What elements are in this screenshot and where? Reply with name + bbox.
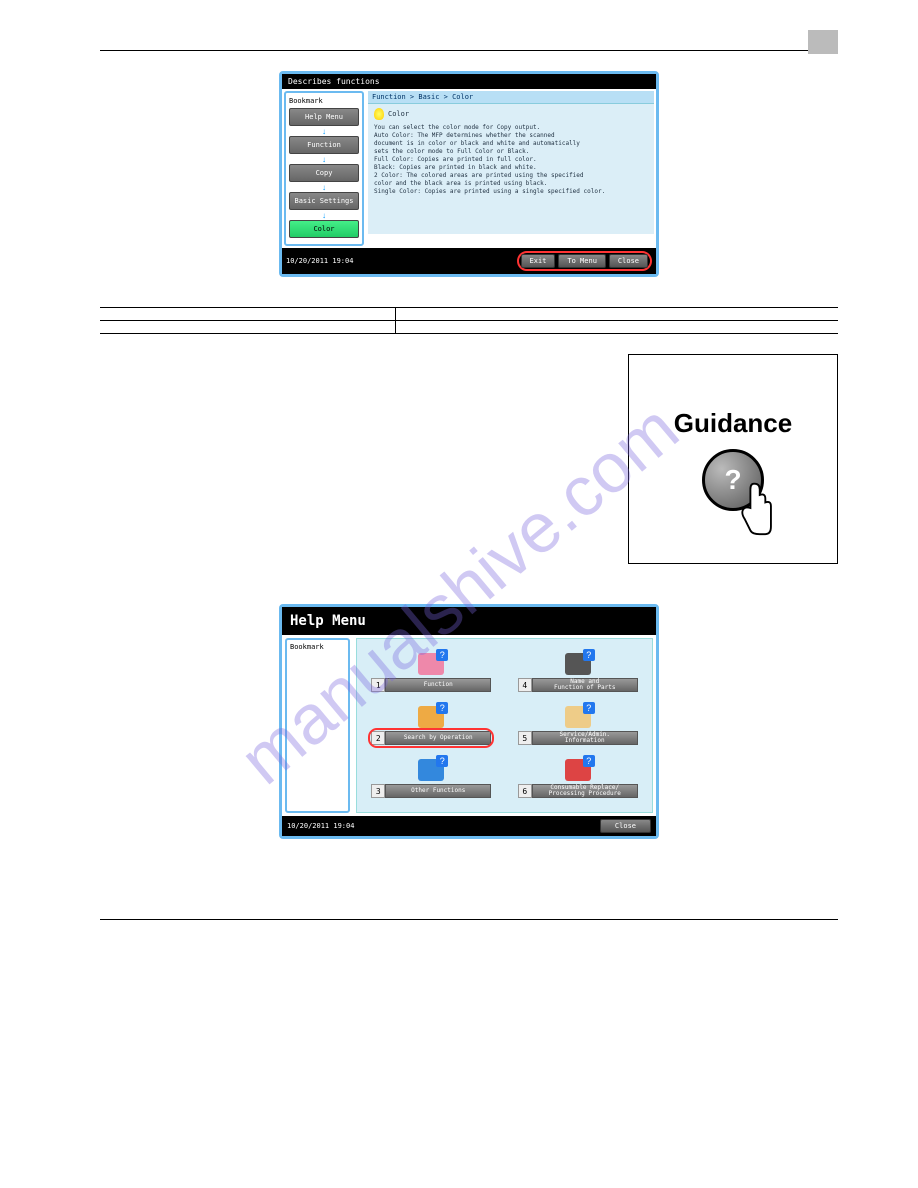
function-icon: ? (418, 653, 444, 675)
nav-help-menu[interactable]: Help Menu (289, 108, 359, 126)
table-row (100, 308, 838, 321)
menu-item-function[interactable]: ? 1Function (363, 653, 500, 692)
nav-function[interactable]: Function (289, 136, 359, 154)
table-row (100, 321, 838, 334)
help-body-text: You can select the color mode for Copy o… (374, 124, 648, 196)
search-operation-icon: ? (418, 706, 444, 728)
arrow-down-icon: ↓ (289, 212, 359, 220)
guidance-label: Guidance (674, 408, 792, 439)
footer-rule (100, 919, 838, 920)
bookmark-label: Bookmark (289, 97, 359, 105)
help-menu-screenshot: Help Menu Bookmark ? 1Function ? 4Name a… (279, 604, 659, 839)
consumable-icon: ? (565, 759, 591, 781)
bookmark-sidebar: Bookmark (285, 638, 350, 813)
menu-item-service-admin[interactable]: ? 5Service/Admin. Information (510, 706, 647, 745)
other-functions-icon: ? (418, 759, 444, 781)
help-content: Color You can select the color mode for … (368, 104, 654, 234)
timestamp: 10/20/2011 19:04 (286, 257, 353, 265)
bookmark-sidebar: Bookmark Help Menu ↓ Function ↓ Copy ↓ B… (284, 91, 364, 246)
to-menu-button[interactable]: To Menu (558, 254, 606, 268)
arrow-down-icon: ↓ (289, 156, 359, 164)
menu-item-search-by-operation[interactable]: ? 2Search by Operation (363, 706, 500, 745)
bulb-icon (374, 108, 384, 120)
footer-button-group: Exit To Menu Close (517, 251, 652, 271)
help-menu-title: Help Menu (282, 607, 656, 635)
parts-icon: ? (565, 653, 591, 675)
help-menu-grid: ? 1Function ? 4Name and Function of Part… (356, 638, 653, 813)
menu-item-other-functions[interactable]: ? 3Other Functions (363, 759, 500, 798)
close-button[interactable]: Close (609, 254, 648, 268)
guidance-button-icon: ? (702, 449, 764, 511)
menu-item-consumable[interactable]: ? 6Consumable Replace/ Processing Proced… (510, 759, 647, 798)
menu-item-parts[interactable]: ? 4Name and Function of Parts (510, 653, 647, 692)
service-admin-icon: ? (565, 706, 591, 728)
header-rule (100, 50, 838, 51)
guidance-illustration: Guidance ? (628, 354, 838, 564)
close-button[interactable]: Close (600, 819, 651, 833)
nav-color[interactable]: Color (289, 220, 359, 238)
arrow-down-icon: ↓ (289, 128, 359, 136)
finger-icon (737, 480, 775, 536)
help-heading: Color (388, 110, 409, 118)
nav-basic-settings[interactable]: Basic Settings (289, 192, 359, 210)
description-table (100, 307, 838, 334)
timestamp: 10/20/2011 19:04 (287, 822, 354, 830)
breadcrumb: Function > Basic > Color (368, 91, 654, 104)
help-detail-screenshot: Describes functions Bookmark Help Menu ↓… (279, 71, 659, 277)
header-marker (808, 30, 838, 54)
arrow-down-icon: ↓ (289, 184, 359, 192)
window-title: Describes functions (282, 74, 656, 89)
bookmark-label: Bookmark (290, 643, 345, 651)
exit-button[interactable]: Exit (521, 254, 556, 268)
nav-copy[interactable]: Copy (289, 164, 359, 182)
